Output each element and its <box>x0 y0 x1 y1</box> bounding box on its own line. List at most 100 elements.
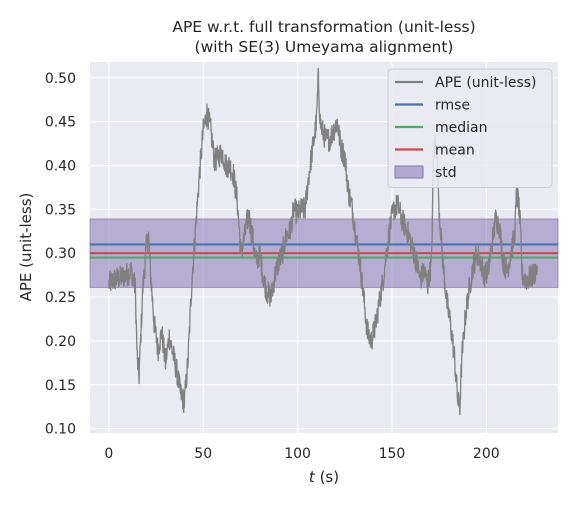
x-tick-label: 0 <box>104 446 113 462</box>
ape-data-point <box>179 392 182 395</box>
legend-label-rmse: rmse <box>435 98 470 114</box>
ape-data-point <box>419 278 421 281</box>
ape-data-point <box>147 235 150 237</box>
ape-data-point <box>510 252 512 254</box>
ape-data-point <box>480 261 482 263</box>
ape-data-point <box>236 199 238 202</box>
ape-data-point <box>513 235 516 237</box>
ape-data-point <box>304 208 306 210</box>
ape-data-point <box>142 287 144 289</box>
x-tick-label: 150 <box>379 446 406 462</box>
ape-data-point <box>244 235 246 237</box>
ape-data-point <box>125 274 127 276</box>
y-tick-label: 0.40 <box>45 158 76 174</box>
ape-data-point <box>136 357 138 360</box>
ape-data-point <box>221 151 223 153</box>
legend-label-std: std <box>435 165 457 181</box>
ape-data-point <box>472 265 474 267</box>
ape-data-point <box>423 270 425 272</box>
legend-label-ape: APE (unit-less) <box>435 75 537 91</box>
y-tick-label: 0.45 <box>45 115 76 131</box>
y-axis-title: APE (unit-less) <box>17 193 35 302</box>
ape-data-point <box>468 287 470 289</box>
ape-data-point <box>119 277 121 279</box>
ape-data-point <box>138 375 140 377</box>
ape-data-point <box>240 252 242 254</box>
ape-data-point <box>172 353 174 355</box>
ape-data-point <box>374 327 376 329</box>
ape-data-point <box>255 261 257 263</box>
ape-data-point <box>430 261 433 263</box>
ape-series-line <box>108 67 538 416</box>
ape-data-point <box>483 274 486 276</box>
y-axis-ticks: 0.10 0.15 0.20 0.25 0.30 0.35 0.40 0.45 0.50 <box>45 71 76 438</box>
ape-data-point <box>312 147 314 149</box>
ape-data-point <box>332 129 335 132</box>
ape-data-point <box>308 173 310 175</box>
ape-data-point <box>487 270 489 272</box>
ape-data-point <box>251 235 253 237</box>
ape-data-point <box>285 235 287 237</box>
ape-data-point <box>446 300 448 303</box>
ape-data-point <box>296 213 299 215</box>
ape-data-point <box>515 195 518 197</box>
ape-data-point <box>153 322 155 324</box>
x-axis-ticks: 0 50 100 150 200 <box>104 446 499 462</box>
ape-data-point <box>247 213 250 215</box>
ape-data-point <box>453 353 455 355</box>
y-tick-label: 0.50 <box>45 71 76 87</box>
ape-data-point <box>393 208 395 210</box>
ape-data-point <box>532 274 535 276</box>
ape-data-point <box>187 357 189 360</box>
ape-data-point <box>210 129 212 132</box>
ape-data-point <box>502 261 504 263</box>
ape-data-point <box>317 77 319 79</box>
legend-label-median: median <box>435 120 487 136</box>
ape-data-point <box>438 208 440 210</box>
ape-data-point <box>340 147 342 149</box>
ape-data-point <box>347 191 350 193</box>
ape-data-point <box>274 274 276 276</box>
ape-data-point <box>536 265 538 267</box>
ape-data-point <box>396 204 399 206</box>
x-tick-label: 100 <box>284 446 311 462</box>
y-tick-label: 0.35 <box>45 202 76 218</box>
ape-data-point <box>293 208 295 210</box>
ape-data-point <box>164 362 167 364</box>
ape-data-point <box>176 371 178 373</box>
ape-data-point <box>206 112 208 114</box>
ape-data-point <box>217 156 219 158</box>
x-tick-label: 50 <box>194 446 212 462</box>
ape-data-point <box>289 230 291 232</box>
ape-data-point <box>519 226 521 228</box>
ape-data-point <box>389 226 391 228</box>
ape-data-point <box>183 401 185 403</box>
ape-data-point <box>378 305 380 307</box>
ape-data-point <box>517 199 519 202</box>
ape-data-point <box>281 252 284 254</box>
y-tick-label: 0.20 <box>45 334 76 350</box>
ape-data-point <box>400 217 402 219</box>
ape-data-point <box>412 248 414 250</box>
ape-data-point <box>521 274 523 276</box>
ape-data-point <box>232 173 235 175</box>
ape-data-point <box>415 261 418 263</box>
ape-data-point <box>263 278 265 281</box>
y-tick-label: 0.25 <box>45 290 76 306</box>
ape-data-point <box>259 252 261 254</box>
ape-data-point <box>325 138 327 140</box>
ape-data-point <box>168 335 170 338</box>
ape-data-point <box>404 226 406 228</box>
x-axis-unit: (s) <box>315 468 339 486</box>
ape-data-point <box>459 406 461 408</box>
ape-data-point <box>146 243 148 246</box>
ape-data-point <box>355 235 357 237</box>
ape-data-point <box>300 208 302 210</box>
chart-title-line1: APE w.r.t. full transformation (unit-les… <box>172 18 475 36</box>
ape-data-point <box>476 252 478 254</box>
ape-data-point <box>381 283 384 285</box>
ape-data-point <box>491 243 493 246</box>
chart-title-line2: (with SE(3) Umeyama alignment) <box>195 38 454 56</box>
ape-data-point <box>270 296 272 298</box>
